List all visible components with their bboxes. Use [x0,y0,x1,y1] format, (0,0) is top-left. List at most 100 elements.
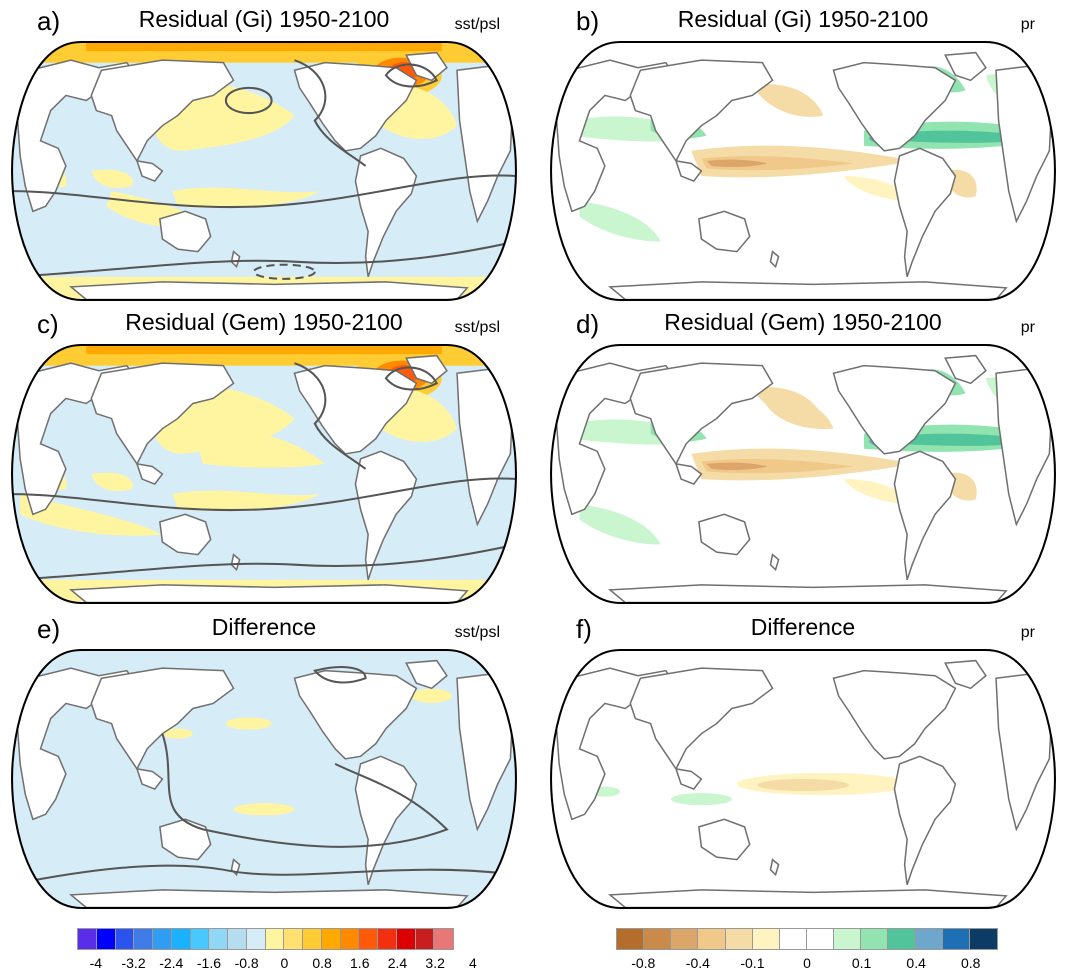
map-border [11,344,517,604]
panel-letter: b) [576,6,600,36]
colorbar-swatch [617,929,645,949]
colorbar-swatch [303,929,322,949]
landmass-australia [698,513,751,556]
colorbar-swatch [698,929,726,949]
colorbar-swatch [915,929,943,949]
landmass-samerica [893,450,957,581]
colorbar-swatch [396,929,416,949]
map-panel-d: d) Residual (Gem) 1950-2100 pr [549,303,1057,610]
colorbar-swatch [969,929,997,949]
map-border [550,649,1056,909]
landmass-namerica [832,364,957,455]
colorbar-swatch [115,929,135,949]
panel-letter: e) [37,614,61,644]
colorbar-tick-label: -1.6 [196,955,221,971]
colorbar-swatch [359,929,378,949]
psl-contour [12,864,516,886]
landmass-greenland [944,354,987,385]
landmass-samerica [354,755,418,886]
landmass-newZealand [769,553,780,572]
colorbar-swatch [246,929,266,949]
colorbar-swatch [434,929,453,949]
colorbar-swatch [644,929,672,949]
map-border [550,41,1056,301]
landmass-antarctica [607,889,1008,908]
colorbar-swatch [209,929,228,949]
landmass-samerica [354,147,418,278]
colorbar-tick-label: 0 [803,955,811,971]
variable-label: sst/psl [454,319,500,336]
psl-contour [384,63,439,88]
colorbar-tick-label: -0.8 [234,955,259,971]
sst-colorbar: -4 -3.2 -2.4 -1.6 -0.8 0 0.8 1.6 2.4 3.2 4 [77,928,477,971]
landmass-australia [159,210,212,253]
landmass-seAsia [674,159,703,182]
landmass-seAsia [135,159,164,182]
variable-label: pr [1020,319,1035,336]
colorbar-swatch [752,929,780,949]
world-map [550,649,1056,909]
psl-contour [12,174,516,209]
landmass-newZealand [230,553,241,572]
landmass-newZealand [769,250,780,269]
colorbar-swatch [725,929,753,949]
colorbar-tick-label: 1.6 [350,955,370,971]
colorbar-tick-label: 0.8 [312,955,332,971]
landmass-namerica [293,61,418,152]
landmass-seAsia [135,767,164,790]
colorbar-swatch [134,929,153,949]
pr-colorbar: -0.8 -0.4 -0.1 0 0.1 0.4 0.8 [616,928,998,971]
landmass-greenland [944,659,987,690]
panel-title: Difference [211,614,317,640]
psl-contour [12,477,516,512]
colorbar-tick-label: 0.8 [960,955,981,971]
landmass-australia [698,210,751,253]
landmass-seAsia [674,767,703,790]
landmass-australia [159,818,212,861]
map-panel-c: c) Residual (Gem) 1950-2100 sst/psl [10,303,518,610]
panel-title: Residual (Gem) 1950-2100 [664,309,942,335]
colorbar-tick-label: -0.1 [740,955,765,971]
variable-label: pr [1020,624,1035,641]
colorbar-swatch [671,929,699,949]
colorbar-swatch [779,929,807,949]
world-map [11,649,517,909]
colorbar-swatch [888,929,916,949]
landmass-antarctica [68,584,469,603]
colorbar-swatch [153,929,172,949]
variable-label: sst/psl [454,16,500,33]
colorbar-tick-label: 0.4 [906,955,926,971]
colorbar-swatch [942,929,970,949]
world-map [11,344,517,604]
landmass-seAsia [674,462,703,485]
world-map [550,344,1056,604]
landmass-antarctica [607,584,1008,603]
landmass-asia [629,59,774,163]
colorbar-swatch [340,929,360,949]
psl-contour [294,59,367,167]
landmass-samerica [354,450,418,581]
colorbar-swatch [284,929,303,949]
colorbar-tick-label: 4 [468,955,477,971]
colorbar-tick-label: 2.4 [387,955,408,971]
map-border [11,649,517,909]
panel-title: Residual (Gi) 1950-2100 [138,6,390,32]
colorbar-swatch [265,929,285,949]
panel-title: Difference [750,614,856,640]
psl-contour [12,240,516,278]
landmass-asia [90,362,235,466]
map-panel-a: a) Residual (Gi) 1950-2100 sst/psl [10,0,518,307]
map-border [11,41,517,301]
world-map [550,41,1056,301]
colorbar-tick-label: -0.8 [631,955,656,971]
colorbar-swatch [861,929,889,949]
psl-contour-closed [224,86,273,115]
colorbar-tick-label: 3.2 [425,955,445,971]
psl-contour [12,543,516,581]
landmass-samerica [893,147,957,278]
variable-label: sst/psl [454,624,500,641]
colorbar-tick-label: -4 [89,955,103,971]
colorbar-swatch [190,929,210,949]
landmass-greenland [405,51,448,82]
landmass-seAsia [135,462,164,485]
